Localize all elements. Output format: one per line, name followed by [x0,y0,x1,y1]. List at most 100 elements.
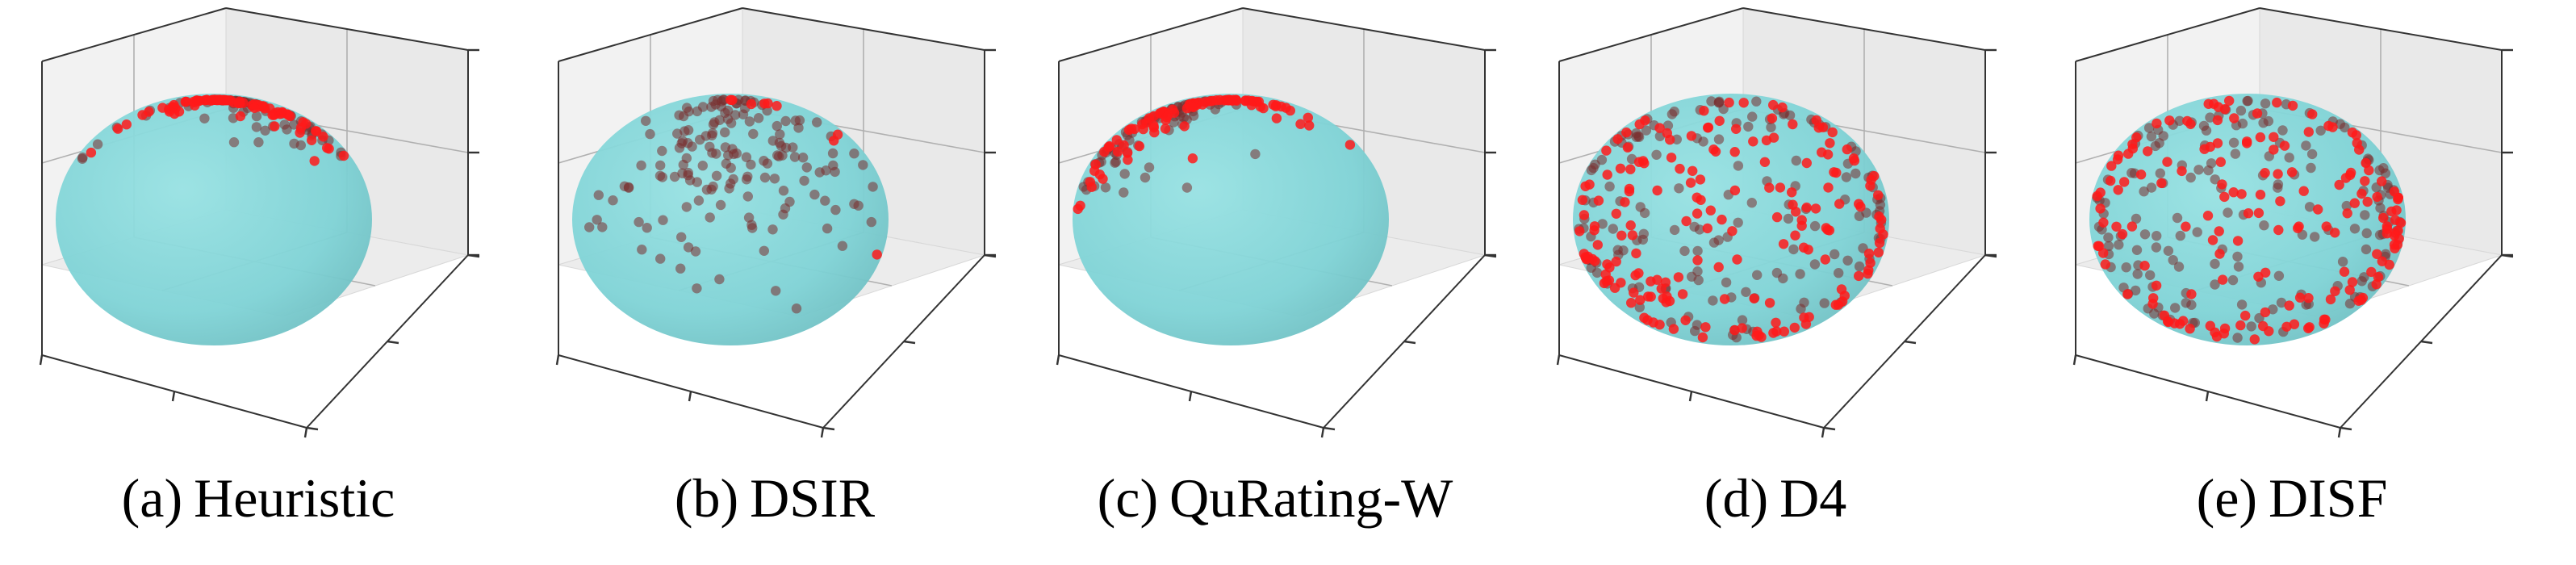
data-point [2304,202,2315,212]
data-point [2361,228,2372,239]
data-point [1768,99,1779,111]
data-point [799,175,809,186]
data-point [1819,298,1830,308]
data-point [121,119,132,130]
data-point [2233,262,2244,272]
data-point [1681,216,1692,227]
data-point [1708,295,1718,306]
data-point [2330,228,2340,238]
data-point [1574,226,1585,236]
data-point [1693,274,1704,286]
data-point [1075,200,1085,211]
data-point [681,103,692,113]
data-point [2298,186,2309,196]
data-point [2276,297,2287,308]
data-point [1854,270,1864,282]
data-point [1652,185,1662,196]
data-point [778,186,789,196]
data-point [228,137,240,148]
data-point [1729,147,1740,157]
data-point [1748,136,1758,147]
data-point [1719,294,1730,304]
data-point [2315,125,2326,136]
data-point [2126,221,2138,232]
data-point [2258,320,2269,332]
data-point [2224,95,2235,107]
data-point [1304,120,1315,131]
data-point [1625,220,1636,231]
data-point [791,303,802,314]
data-point [2103,241,2114,252]
data-point [2330,286,2340,296]
data-point [2260,267,2271,278]
x-tick [688,391,692,402]
sphere-surface [56,94,372,345]
data-point [2215,157,2226,167]
y-tick [2340,426,2352,431]
data-point [2386,206,2397,217]
data-point [279,119,290,130]
data-point [720,127,730,138]
data-point [2294,292,2306,303]
data-point [2339,266,2350,277]
data-point [2143,123,2155,133]
data-point [1639,312,1650,323]
data-point [2259,220,2269,231]
data-point [1873,247,1884,257]
data-point [1665,134,1675,145]
data-point [801,162,812,173]
data-point [86,147,97,158]
data-point [307,135,317,145]
data-point [769,174,780,184]
data-point [637,245,647,255]
data-point [1589,221,1600,232]
data-point [2163,245,2174,256]
data-point [2340,173,2352,183]
y-tick [1904,340,1917,345]
data-point [788,142,798,153]
data-point [830,204,841,216]
y-tick [1403,340,1416,345]
data-point [2106,175,2116,186]
data-point [681,153,692,164]
data-point [1592,240,1603,250]
data-point [206,95,216,106]
data-point [2152,118,2162,129]
data-point [759,156,769,166]
y-tick [387,340,399,345]
data-point [2269,144,2279,155]
data-point [2219,104,2231,115]
data-point [1668,324,1679,334]
data-point [1604,262,1615,273]
data-point [2185,119,2196,129]
caption-e: (e) DISF [2050,467,2534,530]
data-point [1086,182,1097,192]
data-point [1743,121,1754,132]
data-point [2284,300,2294,311]
data-point [2106,161,2117,171]
data-point [2364,165,2374,176]
data-point [821,165,831,176]
data-point [1791,155,1801,166]
data-point [1863,249,1875,259]
data-point [2151,242,2162,253]
data-point [747,223,758,233]
data-point [1713,134,1725,144]
data-point [2223,207,2233,218]
data-point [1695,174,1706,185]
top-edge [225,7,469,51]
data-point [772,101,782,111]
data-point [2260,307,2271,318]
data-point [1612,134,1623,144]
data-point [1761,135,1772,146]
data-point [1686,131,1697,141]
top-edge [41,7,227,62]
data-point [1611,256,1621,267]
data-point [2172,212,2183,224]
data-point [199,113,210,123]
data-point [1692,255,1703,266]
x-tick [1056,354,1060,366]
data-point [2111,221,2122,232]
data-point [597,222,608,232]
caption-a: (a) Heuristic [16,467,500,530]
